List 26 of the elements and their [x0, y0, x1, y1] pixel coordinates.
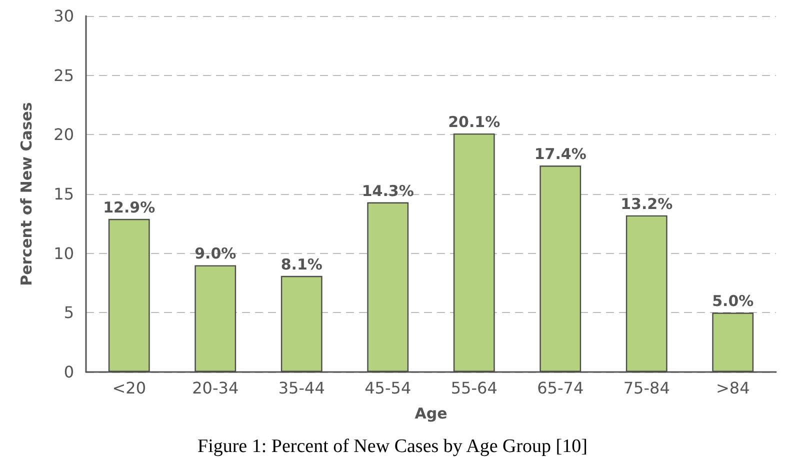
y-tick-label: 5 [64, 303, 74, 322]
data-label: 8.1% [280, 255, 322, 274]
x-tick-label: 20-34 [192, 378, 239, 398]
data-label: 5.0% [712, 292, 754, 310]
y-tick-label: 10 [54, 244, 74, 263]
y-tick-label: 30 [54, 6, 74, 26]
caption: Figure 1: Percent of New Cases by Age Group [10] [198, 436, 588, 457]
x-tick-label: 75-84 [623, 378, 670, 398]
y-tick-label: 25 [54, 66, 74, 85]
x-tick-label: 55-64 [450, 378, 498, 398]
data-label: 13.2% [620, 194, 673, 213]
data-label: 20.1% [448, 112, 500, 131]
y-tick-label: 15 [54, 184, 74, 204]
data-label: 9.0% [194, 244, 236, 263]
x-tick-label: 45-54 [364, 378, 412, 398]
x-tick-label: <20 [112, 378, 146, 398]
y-axis-title: Percent of New Cases [18, 102, 36, 286]
x-axis-title: Age [414, 404, 448, 422]
y-tick-label: 20 [54, 125, 74, 144]
x-tick-label: 35-44 [278, 378, 325, 398]
x-tick-label: >84 [716, 378, 750, 398]
x-tick-label: 65-74 [537, 378, 584, 398]
data-label: 14.3% [362, 182, 414, 200]
y-tick-label: 0 [64, 362, 74, 382]
data-label: 12.9% [103, 198, 156, 216]
data-label: 17.4% [534, 145, 586, 164]
